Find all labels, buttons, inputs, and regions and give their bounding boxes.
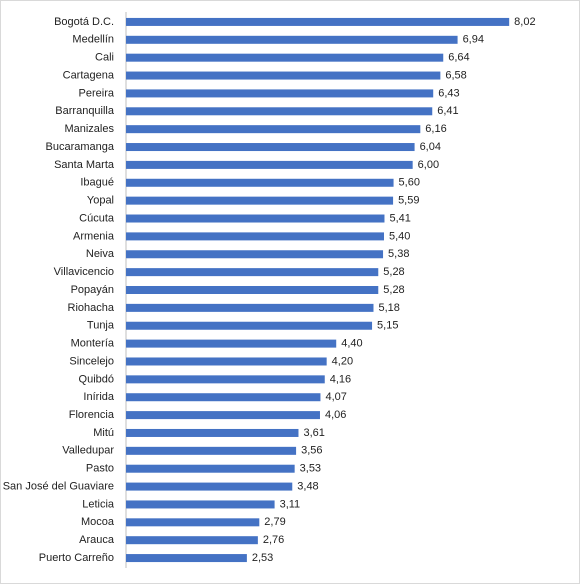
bar <box>126 17 510 26</box>
bar <box>126 196 394 205</box>
y-tick-label: Valledupar <box>62 445 114 457</box>
value-label: 5,59 <box>398 195 419 207</box>
y-tick-label: Yopal <box>87 195 114 207</box>
y-tick-label: Villavicencio <box>54 266 114 278</box>
bar <box>126 428 299 437</box>
y-tick-label: Medellín <box>72 34 114 46</box>
value-label: 5,28 <box>383 266 404 278</box>
value-label: 6,41 <box>437 105 458 117</box>
value-label: 2,53 <box>252 552 273 564</box>
y-tick-label: Pasto <box>86 463 114 475</box>
bar <box>126 286 379 294</box>
y-tick-label: Tunja <box>87 320 115 332</box>
y-tick-label: Pereira <box>79 87 115 99</box>
value-label: 6,58 <box>445 69 466 81</box>
bar <box>126 375 325 384</box>
y-tick-label: Neiva <box>86 248 115 260</box>
y-tick-label: Puerto Carreño <box>39 552 114 564</box>
value-label: 5,15 <box>377 320 398 332</box>
bar <box>126 214 385 223</box>
bar <box>126 250 384 259</box>
y-tick-label: Bogotá D.C. <box>54 16 114 28</box>
bar <box>126 53 444 62</box>
y-tick-label: Cartagena <box>63 69 115 81</box>
value-label: 5,18 <box>378 302 399 314</box>
bar <box>126 268 379 277</box>
bar <box>126 125 421 134</box>
bar <box>126 536 258 545</box>
value-label: 3,11 <box>280 498 301 510</box>
bar <box>126 446 297 455</box>
bar <box>126 107 433 116</box>
bar <box>126 393 321 402</box>
y-tick-label: Armenia <box>73 230 115 242</box>
value-label: 3,48 <box>297 480 318 492</box>
bar <box>126 71 441 80</box>
y-tick-label: Cali <box>95 52 114 64</box>
value-label: 3,56 <box>301 445 322 457</box>
value-label: 5,60 <box>399 177 420 189</box>
value-label: 4,40 <box>341 338 362 350</box>
value-label: 4,06 <box>325 409 346 421</box>
y-tick-label: Florencia <box>69 409 115 421</box>
value-label: 6,43 <box>438 87 459 99</box>
bar <box>126 411 320 420</box>
bar <box>126 339 337 348</box>
bar <box>126 178 394 187</box>
value-label: 3,61 <box>303 427 324 439</box>
value-label: 6,16 <box>425 123 446 135</box>
bar <box>126 357 327 366</box>
bar <box>126 232 384 241</box>
y-tick-label: Ibagué <box>80 177 114 189</box>
y-tick-label: Mitú <box>93 427 114 439</box>
y-tick-label: Montería <box>71 338 115 350</box>
bar <box>126 303 374 312</box>
y-tick-label: Barranquilla <box>55 105 115 117</box>
y-tick-label: Quibdó <box>79 373 114 385</box>
value-label: 2,76 <box>263 534 284 546</box>
y-tick-label: Mocoa <box>81 516 115 528</box>
bar <box>126 464 295 473</box>
value-label: 8,02 <box>514 16 535 28</box>
value-label: 2,79 <box>264 516 285 528</box>
bar <box>126 35 458 44</box>
y-tick-label: Bucaramanga <box>46 141 115 153</box>
value-label: 5,40 <box>389 230 410 242</box>
y-tick-label: Riohacha <box>68 302 115 314</box>
y-tick-label: Arauca <box>79 534 115 546</box>
y-tick-label: Inírida <box>83 391 114 403</box>
bar <box>126 321 373 330</box>
value-label: 5,41 <box>389 212 410 224</box>
value-label: 4,20 <box>332 355 353 367</box>
y-tick-label: Leticia <box>82 498 115 510</box>
value-label: 4,16 <box>330 373 351 385</box>
y-tick-label: Popayán <box>71 284 114 296</box>
y-tick-label: Cúcuta <box>79 212 115 224</box>
value-label: 6,64 <box>448 52 469 64</box>
value-label: 4,07 <box>325 391 346 403</box>
bar <box>126 143 415 152</box>
y-tick-label: Manizales <box>64 123 114 135</box>
bar <box>126 518 260 527</box>
value-label: 3,53 <box>300 463 321 475</box>
y-tick-label: San José del Guaviare <box>3 480 114 492</box>
value-label: 6,00 <box>418 159 439 171</box>
value-label: 6,94 <box>463 34 484 46</box>
value-label: 5,28 <box>383 284 404 296</box>
bar <box>126 89 434 98</box>
value-label: 6,04 <box>420 141 441 153</box>
y-tick-label: Sincelejo <box>69 355 114 367</box>
bar <box>126 554 247 563</box>
bar <box>126 482 293 491</box>
bar <box>126 160 413 169</box>
value-label: 5,38 <box>388 248 409 260</box>
bar <box>126 500 275 509</box>
y-tick-label: Santa Marta <box>54 159 115 171</box>
